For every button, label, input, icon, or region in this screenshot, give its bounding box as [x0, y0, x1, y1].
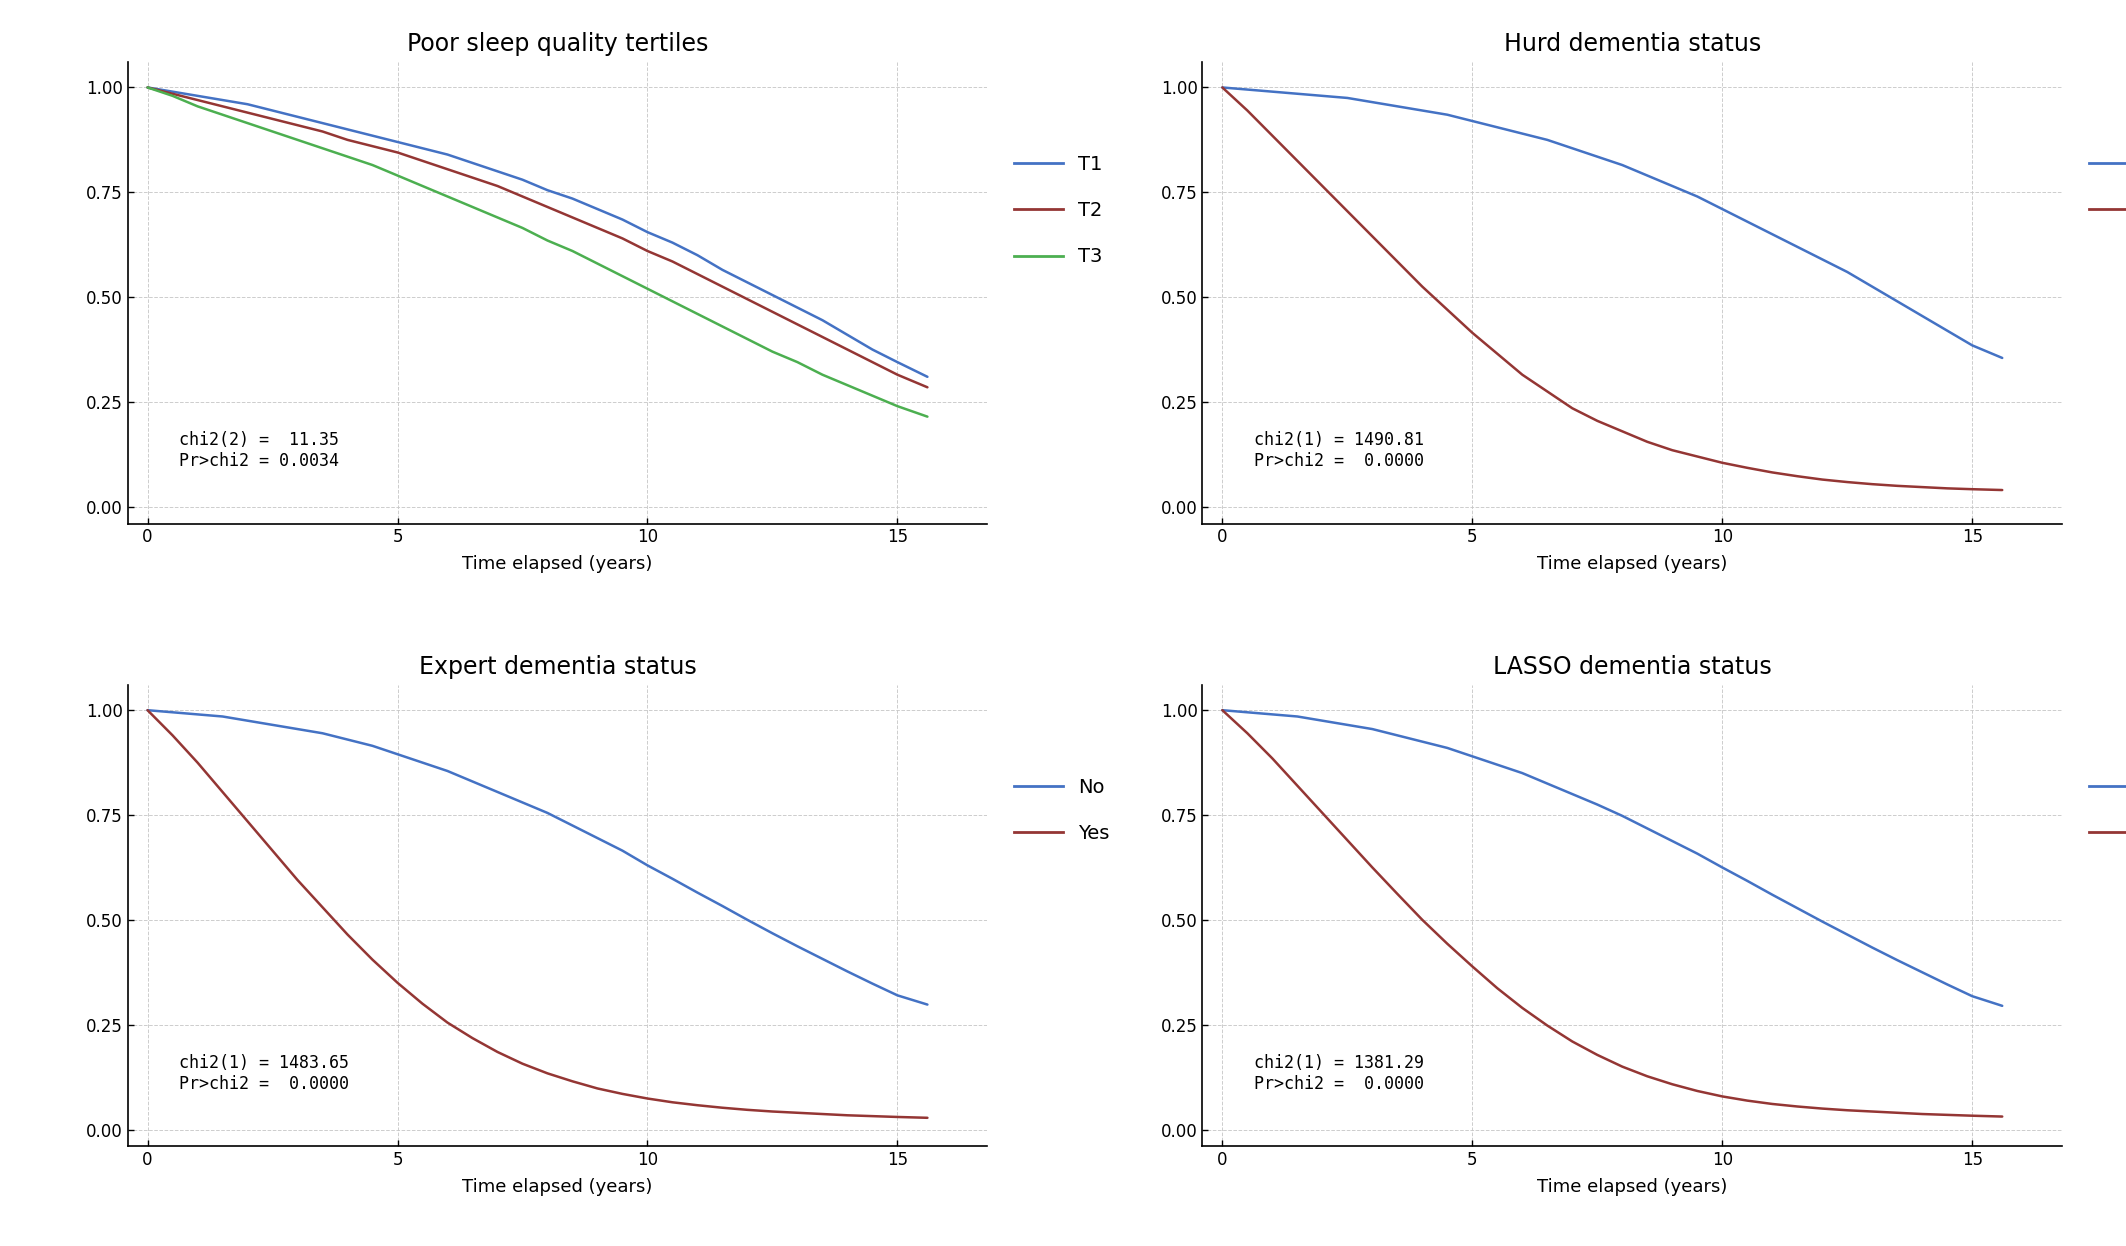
Text: chi2(1) = 1490.81
Pr>chi2 =  0.0000: chi2(1) = 1490.81 Pr>chi2 = 0.0000 — [1254, 431, 1424, 470]
Title: LASSO dementia status: LASSO dementia status — [1492, 655, 1771, 679]
X-axis label: Time elapsed (years): Time elapsed (years) — [1537, 1177, 1728, 1195]
Legend: No, Yes: No, Yes — [2090, 778, 2126, 844]
Title: Hurd dementia status: Hurd dementia status — [1503, 32, 1760, 56]
X-axis label: Time elapsed (years): Time elapsed (years) — [461, 554, 653, 573]
Legend: No, Yes: No, Yes — [1014, 778, 1110, 844]
Text: chi2(1) = 1483.65
Pr>chi2 =  0.0000: chi2(1) = 1483.65 Pr>chi2 = 0.0000 — [179, 1054, 349, 1093]
Legend: No, Yes: No, Yes — [2090, 155, 2126, 221]
X-axis label: Time elapsed (years): Time elapsed (years) — [1537, 554, 1728, 573]
Title: Expert dementia status: Expert dementia status — [419, 655, 697, 679]
X-axis label: Time elapsed (years): Time elapsed (years) — [461, 1177, 653, 1195]
Text: chi2(1) = 1381.29
Pr>chi2 =  0.0000: chi2(1) = 1381.29 Pr>chi2 = 0.0000 — [1254, 1054, 1424, 1093]
Legend: T1, T2, T3: T1, T2, T3 — [1014, 155, 1103, 267]
Text: chi2(2) =  11.35
Pr>chi2 = 0.0034: chi2(2) = 11.35 Pr>chi2 = 0.0034 — [179, 431, 340, 470]
Title: Poor sleep quality tertiles: Poor sleep quality tertiles — [406, 32, 708, 56]
